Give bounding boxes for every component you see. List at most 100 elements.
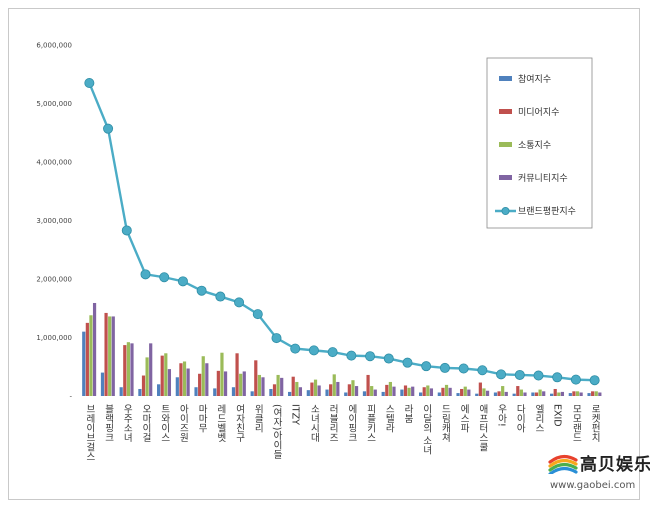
line-point-19 [421, 361, 432, 372]
y-tick-label: 3,000,000 [36, 217, 72, 225]
bar-4-11 [280, 377, 284, 396]
bar-2-23 [497, 391, 501, 396]
category-label-14: 러블리즈 [327, 404, 338, 442]
legend-label-1: 참여지수 [518, 73, 551, 85]
bar-1-18 [400, 389, 404, 396]
bar-1-4 [138, 388, 142, 396]
bar-4-27 [579, 392, 583, 396]
bar-4-18 [411, 386, 415, 396]
bar-1-13 [306, 390, 310, 396]
logo-stripe-3 [548, 462, 578, 472]
line-point-13 [308, 345, 319, 356]
bar-3-23 [501, 386, 505, 396]
bar-4-10 [261, 377, 265, 396]
bar-3-28 [594, 391, 598, 396]
bar-4-13 [317, 385, 321, 396]
line-layer [84, 78, 600, 386]
bar-3-1 [89, 315, 93, 396]
category-label-27: 모모랜드 [570, 404, 581, 442]
bar-3-16 [370, 386, 374, 396]
bar-1-24 [512, 393, 516, 396]
line-point-27 [570, 374, 581, 385]
legend-label-2: 미디어지수 [518, 107, 559, 118]
line-point-18 [402, 357, 413, 368]
bar-3-12 [295, 381, 299, 396]
category-label-17: 스텔라 [383, 404, 394, 433]
category-label-10: 위클리 [252, 403, 263, 433]
y-tick-label: 2,000,000 [36, 276, 72, 284]
bar-3-3 [126, 342, 130, 396]
bar-4-24 [523, 392, 527, 396]
y-tick-label: 4,000,000 [36, 159, 72, 167]
bar-3-22 [482, 388, 486, 396]
bar-4-20 [448, 387, 452, 396]
line-point-9 [234, 297, 245, 308]
logo-stripe-4 [548, 466, 578, 474]
bar-4-21 [467, 389, 471, 396]
line-point-23 [496, 369, 507, 380]
bars-layer [82, 302, 602, 396]
category-label-12: ITZY [290, 404, 301, 425]
line-point-28 [589, 375, 600, 386]
bar-4-7 [205, 363, 209, 396]
bar-3-25 [538, 389, 542, 396]
bar-3-19 [426, 385, 430, 396]
bar-1-11 [269, 388, 273, 396]
bar-1-21 [456, 393, 460, 396]
category-label-7: 마마무 [196, 404, 207, 433]
bar-1-15 [344, 392, 348, 396]
bar-1-17 [381, 391, 385, 396]
line-point-2 [103, 123, 114, 134]
line-point-26 [552, 372, 563, 383]
line-point-16 [365, 351, 376, 362]
bar-1-3 [119, 387, 123, 396]
category-label-28: 로켓펀치 [589, 404, 600, 443]
bar-1-1 [82, 331, 86, 396]
logo-stripe-1 [548, 454, 578, 464]
y-axis: - 1,000,000 2,000,000 3,000,000 4,000,000 5,0… [36, 42, 72, 401]
category-label-9: 여자친구 [234, 403, 245, 443]
bar-3-8 [220, 352, 224, 396]
category-label-22: 애프터스쿨 [477, 404, 488, 452]
bar-1-22 [475, 393, 479, 396]
line-point-14 [327, 347, 338, 358]
bar-3-6 [182, 361, 187, 396]
bar-3-7 [201, 356, 205, 396]
bar-1-8 [213, 388, 217, 396]
category-label-19: 이달의 소녀 [421, 404, 432, 455]
category-label-18: 라붐 [402, 404, 413, 423]
line-point-24 [514, 369, 525, 380]
bar-4-28 [598, 392, 602, 396]
category-label-11: (여자)아이들 [271, 404, 282, 459]
watermark-url: www.gaobei.com [550, 480, 636, 491]
bar-2-28 [591, 391, 595, 396]
watermark-logo-icon [548, 454, 578, 474]
line-point-17 [383, 353, 394, 364]
bar-4-14 [336, 381, 340, 396]
series-line [88, 82, 595, 382]
bar-3-9 [239, 373, 243, 396]
bar-2-13 [310, 382, 314, 396]
bar-3-14 [332, 374, 336, 396]
y-tick-label: 6,000,000 [36, 42, 72, 50]
bar-1-10 [250, 391, 254, 396]
line-point-1 [84, 78, 95, 89]
category-label-3: 우주소녀 [121, 404, 132, 443]
bar-2-20 [441, 387, 445, 396]
legend-label-4: 커뮤니티지수 [518, 173, 568, 184]
bar-3-4 [145, 357, 149, 396]
bar-1-19 [419, 392, 423, 396]
bar-2-1 [85, 322, 89, 396]
bar-3-10 [257, 374, 261, 396]
bar-3-15 [351, 380, 355, 396]
category-label-16: 피플키스 [365, 404, 376, 442]
line-point-15 [346, 350, 357, 361]
bar-4-17 [392, 386, 396, 396]
line-point-6 [177, 276, 188, 287]
bar-2-11 [272, 384, 277, 396]
line-point-4 [140, 269, 151, 280]
bar-2-21 [460, 388, 464, 396]
legend-label-5: 브랜드평판지수 [518, 206, 576, 217]
bar-1-2 [100, 372, 105, 396]
